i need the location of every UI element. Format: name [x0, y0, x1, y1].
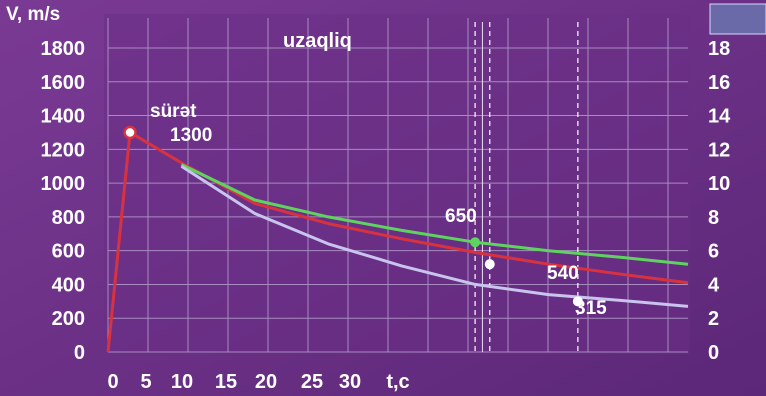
x-tick: 10	[171, 371, 193, 393]
series-name-0: sürət	[150, 101, 197, 122]
grid	[107, 18, 688, 353]
y-right-tick: 8	[708, 207, 719, 229]
annotation-label-1300: 1300	[170, 125, 212, 146]
series-layer	[106, 130, 689, 353]
y-right-tick: 16	[708, 72, 730, 94]
series-name-1: uzaqliq	[283, 30, 352, 52]
y-left-tick: 1200	[41, 139, 86, 161]
series-line-2	[180, 164, 689, 308]
x-tick: 0	[107, 371, 118, 393]
y-right-tick: 18	[708, 38, 730, 60]
x-tick: 30	[339, 371, 361, 393]
y-left-tick: 400	[52, 274, 85, 296]
marker-1300	[123, 125, 137, 140]
y-left-tick: 0	[74, 342, 85, 364]
y-right-tick: 2	[708, 308, 719, 330]
marker-layer	[123, 125, 583, 307]
y-right-tick: 0	[708, 342, 719, 364]
x-tick: 25	[301, 371, 323, 393]
x-tick: 20	[255, 371, 277, 393]
y-left-tick: 1600	[41, 72, 86, 94]
y-left-tick: 600	[52, 241, 85, 263]
marker-650	[470, 237, 481, 248]
y-axis-title: V, m/s	[6, 4, 60, 25]
annotation-label-315: 315	[575, 298, 607, 319]
y-left-tick: 1400	[41, 106, 86, 128]
y-right-tick: 14	[708, 106, 731, 128]
y-right-tick: 6	[708, 241, 719, 263]
x-tick: t,c	[386, 371, 409, 393]
x-tick: 5	[140, 371, 151, 393]
y-left-tick: 1000	[41, 173, 86, 195]
y-left-tick: 200	[52, 308, 85, 330]
y-right-tick: 4	[708, 274, 720, 296]
rkm-badge	[709, 3, 766, 35]
annotation-label-540: 540	[547, 263, 579, 284]
y-left-tick: 800	[52, 207, 85, 229]
marker-540	[484, 259, 495, 270]
y-right-tick: 10	[708, 173, 730, 195]
x-tick: 15	[215, 371, 237, 393]
y-left-tick: 1800	[41, 38, 86, 60]
series-line-0	[106, 130, 689, 353]
marker-315	[572, 296, 583, 307]
series-line-1	[180, 163, 689, 266]
y-right-tick: 12	[708, 139, 730, 161]
annotation-label-650: 650	[445, 206, 477, 227]
